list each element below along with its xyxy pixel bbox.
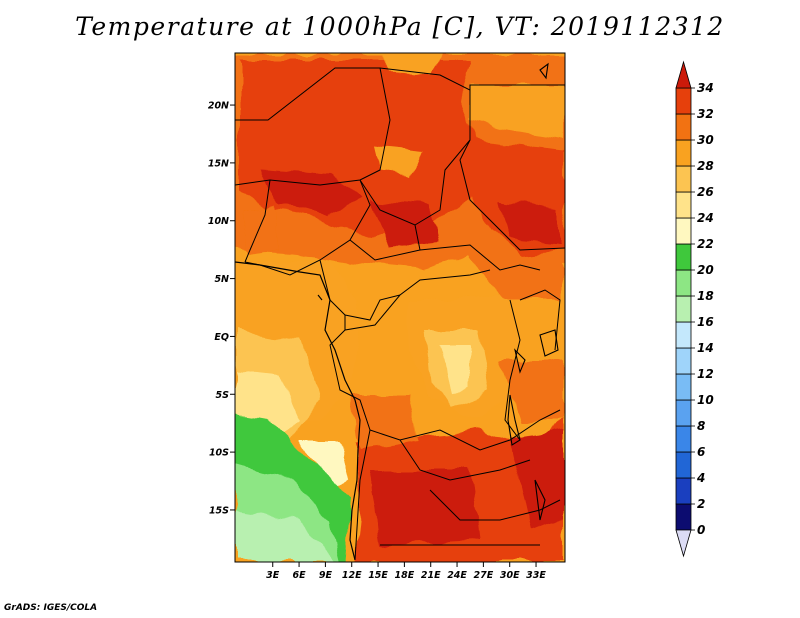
lon-tick-label: 30E	[500, 570, 520, 581]
colorbar-swatch	[675, 425, 692, 453]
colorbar-swatch	[675, 373, 692, 401]
lon-tick-label: 12E	[342, 570, 362, 581]
lon-tick-label: 27E	[474, 570, 494, 581]
colorbar-min-arrow	[675, 529, 692, 558]
colorbar-level-label: 20	[697, 263, 714, 277]
lat-tick-label: 5N	[214, 274, 229, 285]
lon-tick-label: 18E	[395, 570, 415, 581]
colorbar-swatch	[675, 503, 692, 531]
lakes	[317, 62, 559, 521]
colorbar-swatch	[675, 295, 692, 323]
colorbar-level-label: 0	[697, 523, 705, 537]
colorbar-swatch	[675, 321, 692, 349]
colorbar-swatch	[675, 87, 692, 115]
lat-tick-label: 10N	[208, 216, 229, 227]
colorbar-level-label: 8	[697, 419, 705, 433]
lat-tick-label: 15S	[209, 505, 229, 516]
credit-label: GrADS: IGES/COLA	[4, 603, 98, 613]
lon-tick-label: 3E	[266, 570, 280, 581]
colorbar-swatch	[675, 217, 692, 245]
colorbar-level-label: 16	[697, 315, 714, 329]
map-title: Temperature at 1000hPa [C], VT: 20191123…	[75, 12, 725, 41]
colorbar-swatch	[675, 269, 692, 297]
lon-tick-label: 21E	[421, 570, 441, 581]
colorbar-swatch	[675, 243, 692, 271]
lon-tick-label: 24E	[447, 570, 467, 581]
lon-tick-label: 33E	[526, 570, 546, 581]
colorbar-swatch	[675, 165, 692, 193]
lat-tick-label: 20N	[208, 101, 229, 112]
colorbar-level-label: 34	[697, 81, 714, 95]
lat-tick-label: 5S	[216, 390, 230, 401]
colorbar-swatch	[675, 451, 692, 479]
lat-tick-label: 10S	[209, 448, 229, 459]
map-plot-area	[235, 53, 565, 562]
lon-tick-label: 6E	[293, 570, 307, 581]
colorbar-swatch	[675, 113, 692, 141]
colorbar-level-label: 6	[697, 445, 705, 459]
lat-tick-label: EQ	[214, 332, 229, 343]
latitude-axis: 20N 15N 10N 5N EQ 5S 10S 15S	[208, 101, 235, 516]
colorbar-level-label: 2	[697, 497, 705, 511]
coastline	[235, 261, 361, 561]
colorbar-level-label: 22	[697, 237, 714, 251]
colorbar-swatch	[675, 139, 692, 167]
colorbar-level-label: 4	[696, 471, 705, 485]
lon-tick-label: 15E	[368, 570, 388, 581]
colorbar-level-label: 30	[697, 133, 714, 147]
lat-tick-label: 15N	[208, 158, 229, 169]
colorbar-max-arrow	[675, 60, 692, 89]
temperature-shading	[235, 55, 565, 562]
colorbar-level-label: 12	[697, 367, 714, 381]
longitude-axis: 3E 6E 9E 12E 15E 18E 21E 24E 27E 30E 33E	[266, 562, 546, 581]
colorbar-swatch	[675, 399, 692, 427]
map-frame	[234, 52, 566, 563]
colorbar-swatch	[675, 191, 692, 219]
country-borders	[235, 67, 565, 561]
colorbar-level-label: 24	[697, 211, 714, 225]
lon-tick-label: 9E	[319, 570, 333, 581]
colorbar-level-label: 28	[697, 159, 714, 173]
colorbar-swatch	[675, 477, 692, 505]
colorbar-level-label: 32	[697, 107, 714, 121]
colorbar-level-label: 10	[697, 393, 714, 407]
colorbar-level-label: 14	[697, 341, 714, 355]
colorbar-level-label: 26	[697, 185, 714, 199]
colorbar-swatch	[675, 347, 692, 375]
colorbar-level-label: 18	[697, 289, 714, 303]
